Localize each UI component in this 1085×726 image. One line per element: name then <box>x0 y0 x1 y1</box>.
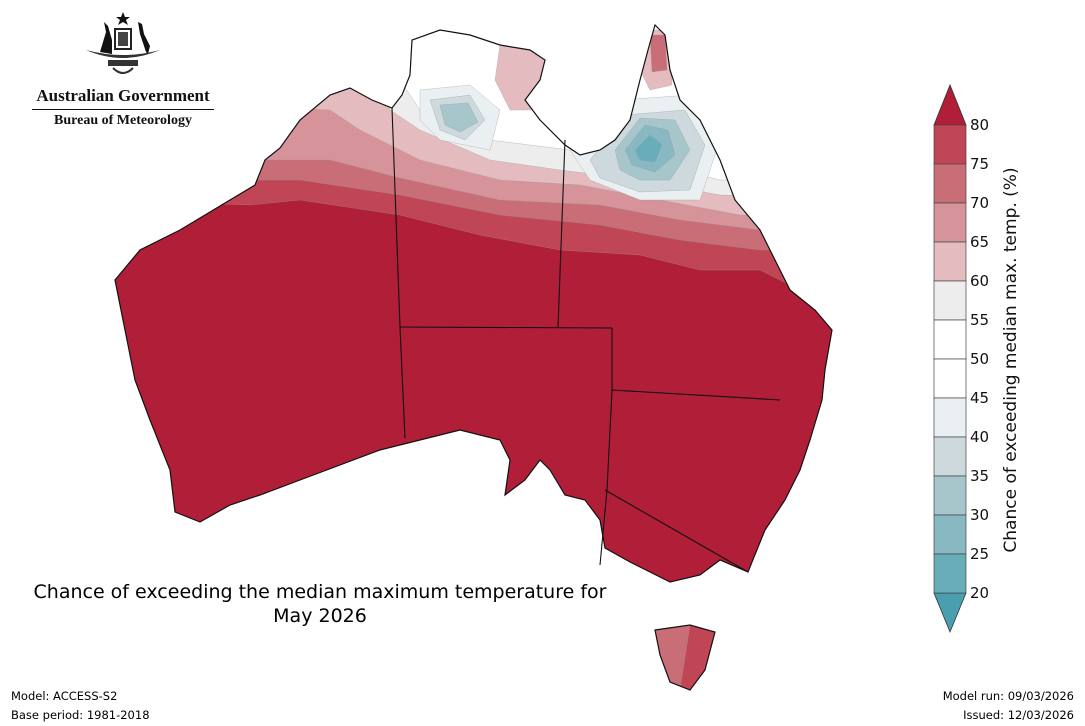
colorbar-bin-40-45 <box>933 397 967 438</box>
colorbar-tick: 50 <box>970 350 990 368</box>
coat-of-arms-icon <box>86 12 160 74</box>
fill-band-70-75 <box>649 34 668 73</box>
colorbar-bin-35-40 <box>933 436 967 477</box>
mainland-coastline <box>114 23 833 583</box>
colorbar-bin-45-50 <box>933 358 967 399</box>
colorbar-label: Chance of exceeding median max. temp. (%… <box>1001 167 1021 553</box>
colorbar-bin-65-70 <box>933 202 967 243</box>
colorbar-tick: 45 <box>970 389 990 407</box>
gov-label: Australian Government <box>36 86 210 105</box>
colorbar-tick: 40 <box>970 428 990 446</box>
colorbar-bin-55-60 <box>933 280 967 321</box>
fill-band-20-25 <box>634 134 663 163</box>
map-title: Chance of exceeding the median maximum t… <box>0 580 640 628</box>
bom-logo: Australian Government Bureau of Meteorol… <box>28 10 218 129</box>
footer-left: Model: ACCESS-S2 Base period: 1981-2018 <box>11 687 150 725</box>
state-border <box>604 489 749 573</box>
model-label: Model: ACCESS-S2 <box>11 689 118 703</box>
colorbar-tick: 55 <box>970 311 990 329</box>
model-run-label: Model run: 09/03/2026 <box>942 689 1074 703</box>
title-line-1: Chance of exceeding the median maximum t… <box>33 581 607 603</box>
colorbar <box>933 83 967 634</box>
colorbar-bin-20-25 <box>933 553 967 594</box>
colorbar-tick: 70 <box>970 194 990 212</box>
colorbar-bin-30-35 <box>933 475 967 516</box>
colorbar-bin-60-65 <box>933 241 967 282</box>
colorbar-tick: 60 <box>970 272 990 290</box>
colorbar-tick: 35 <box>970 467 990 485</box>
colorbar-bin-70-75 <box>933 163 967 204</box>
logo-divider <box>32 109 214 110</box>
colorbar-under-arrow <box>933 592 967 634</box>
title-line-2: May 2026 <box>273 605 367 627</box>
base-period-label: Base period: 1981-2018 <box>11 708 150 722</box>
issued-label: Issued: 12/03/2026 <box>963 708 1074 722</box>
state-borders <box>391 107 781 573</box>
colorbar-tick: 25 <box>970 545 990 563</box>
state-border <box>599 389 613 566</box>
colorbar-bin-25-30 <box>933 514 967 555</box>
colorbar-tick: 30 <box>970 506 990 524</box>
fill-band-30-35 <box>439 102 479 133</box>
colorbar-tick: 20 <box>970 584 990 602</box>
tasmania-coastline <box>654 624 716 691</box>
colorbar-bin-75-80 <box>933 124 967 165</box>
state-border <box>557 139 566 328</box>
bom-label: Bureau of Meteorology <box>54 113 192 128</box>
colorbar-tick: 75 <box>970 155 990 173</box>
footer-right: Model run: 09/03/2026 Issued: 12/03/2026 <box>943 687 1074 725</box>
colorbar-over-arrow <box>933 83 967 126</box>
state-border <box>399 326 613 329</box>
colorbar-tick: 80 <box>970 116 990 134</box>
colorbar-bin-50-55 <box>933 319 967 360</box>
colorbar-tick: 65 <box>970 233 990 251</box>
